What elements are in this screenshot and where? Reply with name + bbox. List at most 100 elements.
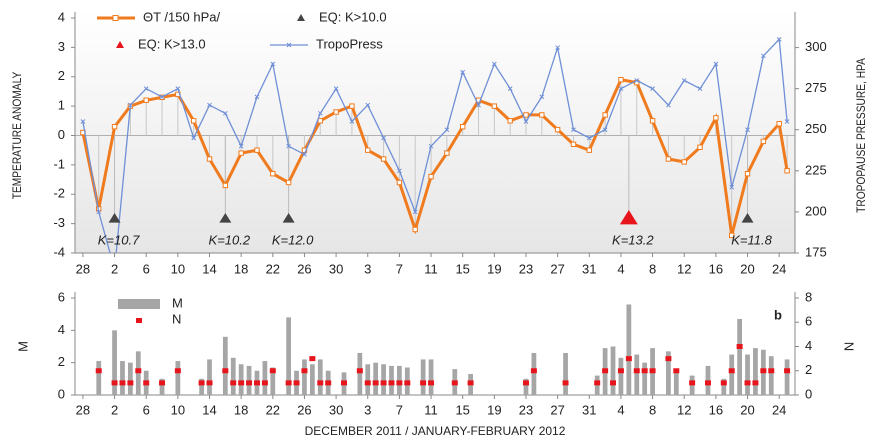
point-marker bbox=[159, 94, 165, 100]
point-marker bbox=[119, 380, 126, 386]
y-tick-label: -4 bbox=[53, 244, 65, 259]
bar bbox=[230, 357, 236, 395]
point-marker bbox=[341, 380, 348, 386]
y2-tick-label: 6 bbox=[805, 314, 812, 329]
point-marker bbox=[571, 127, 576, 133]
x-tick-label: 26 bbox=[297, 402, 311, 417]
bar bbox=[207, 359, 212, 395]
point-marker bbox=[491, 103, 498, 109]
legend-marker bbox=[118, 299, 160, 309]
x-tick-label: 28 bbox=[76, 402, 90, 417]
point-marker bbox=[285, 380, 292, 386]
bar bbox=[721, 378, 727, 395]
point-marker bbox=[460, 69, 466, 75]
point-marker bbox=[190, 118, 197, 124]
point-marker bbox=[349, 103, 355, 109]
y-tick-label: 6 bbox=[58, 289, 65, 304]
point-marker bbox=[697, 86, 703, 92]
point-marker bbox=[666, 102, 671, 108]
point-marker bbox=[222, 182, 229, 189]
bar bbox=[128, 362, 133, 395]
legend-marker bbox=[297, 14, 305, 21]
x-tick-label: 12 bbox=[677, 402, 691, 417]
y2-tick-label: 300 bbox=[805, 39, 827, 54]
bar bbox=[523, 378, 529, 395]
point-marker bbox=[412, 209, 418, 215]
bar bbox=[753, 348, 758, 395]
legend-label: M bbox=[172, 295, 183, 310]
point-marker bbox=[649, 368, 656, 374]
event-label: K=10.2 bbox=[209, 232, 251, 247]
point-marker bbox=[396, 380, 403, 386]
point-marker bbox=[222, 368, 229, 374]
point-marker bbox=[285, 179, 292, 186]
event-label: K=12.0 bbox=[272, 232, 314, 247]
point-marker bbox=[238, 380, 245, 386]
y-tick-label: 0 bbox=[58, 386, 65, 401]
y-tick-label: 1 bbox=[58, 98, 65, 113]
legend-label: ΘT /150 hPa/ bbox=[143, 9, 220, 24]
point-marker bbox=[191, 135, 197, 141]
point-marker bbox=[143, 86, 149, 92]
point-marker bbox=[744, 380, 751, 386]
point-marker bbox=[111, 123, 118, 130]
event-marker bbox=[619, 210, 638, 225]
point-marker bbox=[80, 119, 86, 124]
y-tick-label: -2 bbox=[53, 186, 65, 201]
point-marker bbox=[697, 144, 703, 150]
point-marker bbox=[633, 368, 640, 374]
point-marker bbox=[618, 76, 624, 83]
x-tick-label: 16 bbox=[709, 261, 723, 276]
point-marker bbox=[713, 115, 719, 121]
bar bbox=[317, 359, 323, 395]
x-tick-label: 24 bbox=[772, 261, 786, 276]
point-marker bbox=[507, 118, 513, 124]
bar bbox=[381, 364, 386, 395]
point-marker bbox=[617, 368, 624, 374]
x-tick-label: 8 bbox=[649, 402, 656, 417]
x-tick-label: 31 bbox=[582, 261, 596, 276]
point-marker bbox=[444, 127, 450, 133]
point-marker bbox=[784, 168, 790, 174]
point-marker bbox=[713, 61, 719, 67]
point-marker bbox=[397, 168, 402, 174]
x-axis-title: DECEMBER 2011 / JANUARY-FEBRUARY 2012 bbox=[305, 424, 566, 438]
x-tick-label: 20 bbox=[740, 402, 754, 417]
point-marker bbox=[562, 380, 569, 386]
y2-tick-label: 200 bbox=[805, 203, 827, 218]
point-marker bbox=[554, 126, 561, 133]
point-marker bbox=[333, 109, 339, 115]
point-marker bbox=[222, 110, 228, 116]
point-marker bbox=[522, 380, 529, 386]
point-marker bbox=[270, 170, 276, 177]
point-marker bbox=[270, 61, 276, 67]
point-marker bbox=[135, 368, 142, 374]
point-marker bbox=[420, 380, 427, 386]
point-marker bbox=[428, 173, 434, 180]
point-marker bbox=[302, 152, 307, 157]
point-marker bbox=[127, 380, 134, 386]
x-tick-label: 12 bbox=[677, 261, 691, 276]
x-tick-label: 19 bbox=[487, 261, 501, 276]
point-marker bbox=[143, 380, 150, 386]
x-tick-label: 30 bbox=[329, 402, 343, 417]
bar bbox=[666, 351, 671, 395]
y2-tick-label: 8 bbox=[805, 289, 812, 304]
x-tick-label: 7 bbox=[396, 261, 403, 276]
x-tick-label: 15 bbox=[455, 261, 469, 276]
legend-label: EQ: K>10.0 bbox=[319, 9, 387, 24]
point-marker bbox=[301, 368, 308, 374]
x-tick-label: 31 bbox=[582, 402, 596, 417]
bar bbox=[365, 364, 371, 395]
point-marker bbox=[586, 147, 592, 153]
series-line bbox=[81, 78, 789, 236]
x-tick-label: 11 bbox=[424, 402, 438, 417]
bar bbox=[634, 354, 640, 395]
x-tick-label: 24 bbox=[772, 402, 786, 417]
bar bbox=[222, 336, 228, 395]
point-marker bbox=[665, 156, 672, 162]
point-marker bbox=[396, 179, 403, 186]
point-marker bbox=[459, 123, 466, 130]
x-tick-label: 27 bbox=[550, 402, 564, 417]
